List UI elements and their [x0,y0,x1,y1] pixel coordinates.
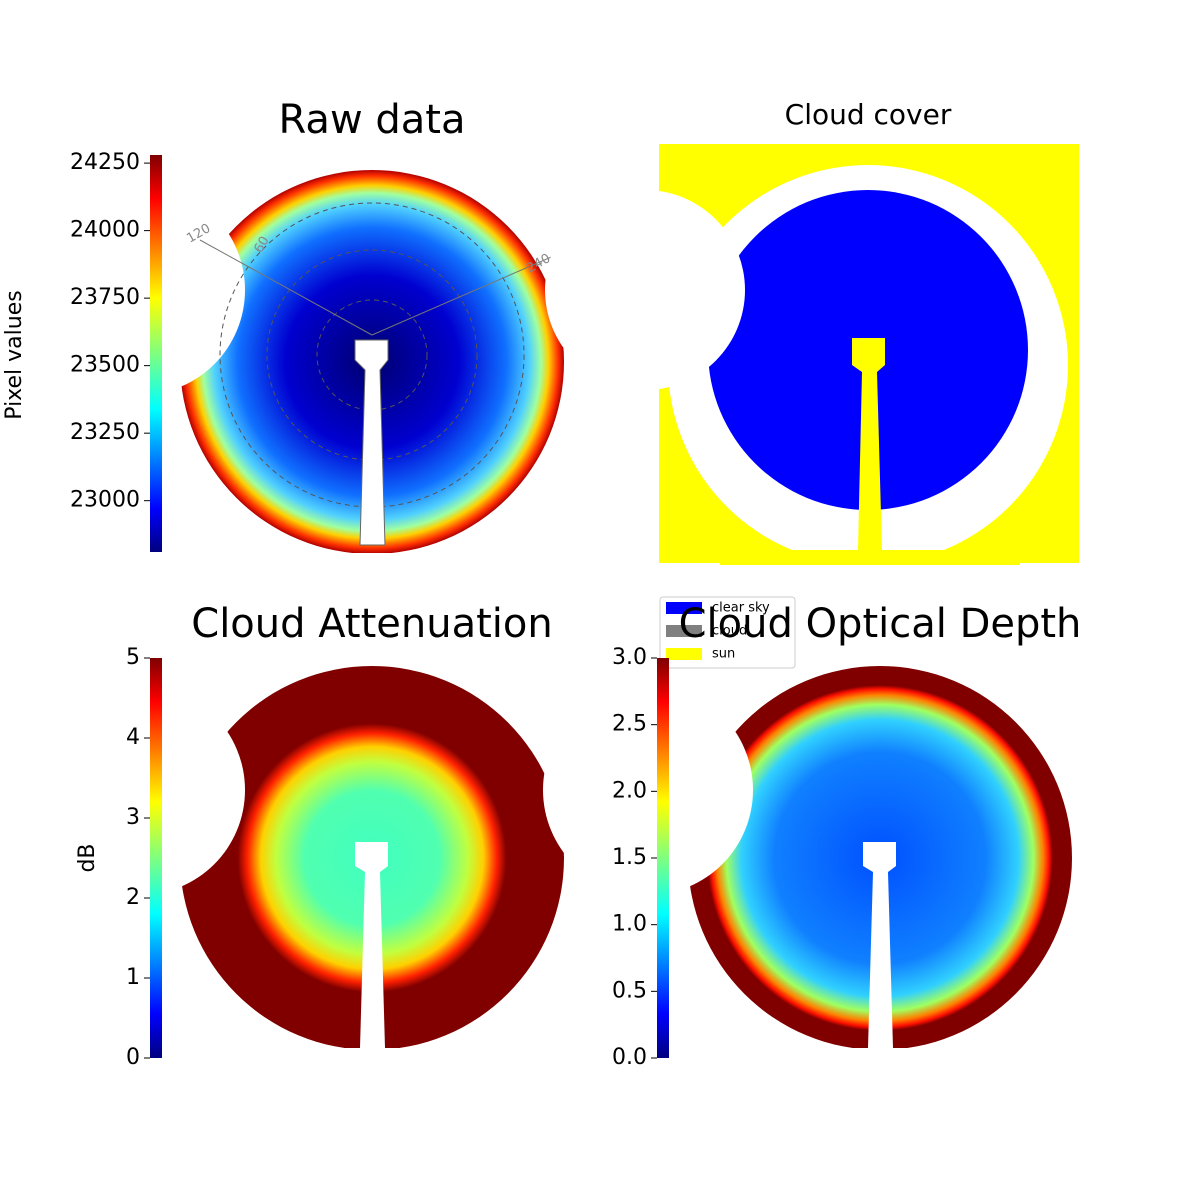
colorbar-tick-label: 0 [126,1045,140,1070]
raw-image [35,170,590,563]
colorbar-tick-label: 2 [126,885,140,910]
optical-depth-image [543,666,1100,1068]
cloud-cover-image [545,144,1079,565]
panel-title: Cloud Optical Depth [679,601,1082,647]
legend-label: cloud [712,624,747,639]
colorbar-tick-label: 2.0 [612,778,647,803]
colorbar-tick-label: 1 [126,965,140,990]
colorbar-tick-label: 23250 [70,420,140,445]
colorbar-tick-label: 2.5 [612,712,647,737]
colorbar [657,658,669,1058]
panel-title: Cloud cover [785,98,952,131]
colorbar-tick-label: 1.5 [612,845,647,870]
attenuation-image [35,666,590,1068]
panel-title: Raw data [279,97,466,143]
colorbar-tick-label: 23000 [70,488,140,513]
colorbar-tick-label: 24250 [70,150,140,175]
legend-label: sun [712,647,735,662]
legend-swatch [666,602,702,614]
colorbar-tick-label: 23750 [70,285,140,310]
colorbar-tick-label: 5 [126,645,140,670]
colorbar [150,658,162,1058]
panel-title: Cloud Attenuation [191,601,552,647]
legend-swatch [666,625,702,637]
colorbar [150,155,162,552]
colorbar-tick-label: 0.0 [612,1045,647,1070]
polar-annotation: 60 [252,234,273,256]
colorbar-tick-label: 23500 [70,353,140,378]
colorbar-tick-label: 3.0 [612,645,647,670]
colorbar-tick-label: 0.5 [612,978,647,1003]
colorbar-tick-label: 24000 [70,218,140,243]
colorbar-tick-label: 4 [126,725,140,750]
colorbar-tick-label: 3 [126,805,140,830]
colorbar-label: Pixel values [2,290,27,419]
legend-swatch [666,648,702,660]
colorbar-tick-label: 1.0 [612,912,647,937]
colorbar-label: dB [75,843,100,872]
legend-label: clear sky [712,601,770,616]
